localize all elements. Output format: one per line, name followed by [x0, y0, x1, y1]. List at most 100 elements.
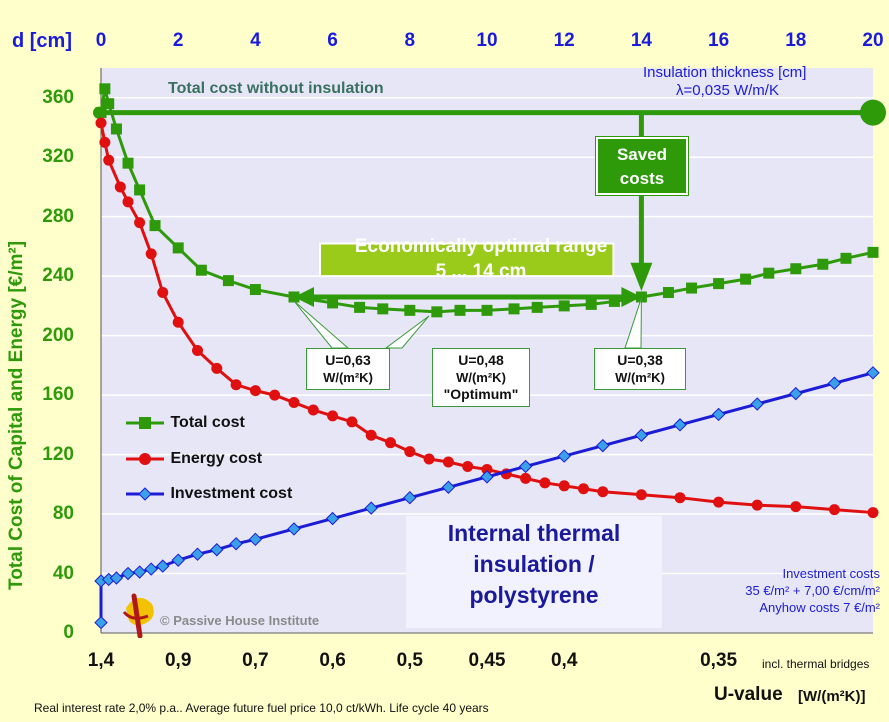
- total-cost-point: [195, 264, 207, 276]
- total-cost-point: [110, 123, 122, 135]
- legend-item-investment: Investment cost: [124, 485, 292, 503]
- total-cost-point: [840, 252, 852, 264]
- energy-cost-point: [192, 345, 203, 356]
- investment-cost-point: [156, 559, 170, 573]
- energy-cost-point: [288, 397, 300, 409]
- legend-label-energy: Energy cost: [170, 450, 263, 468]
- energy-cost-point: [249, 385, 261, 397]
- energy-cost-point: [520, 472, 532, 484]
- investment-cost-point: [789, 386, 803, 401]
- saved-costs-box: Saved costs: [596, 137, 688, 195]
- energy-cost-point: [122, 196, 134, 208]
- insulation-type-label: Internal thermal insulation / polystyren…: [406, 516, 662, 628]
- energy-cost-point: [346, 416, 358, 428]
- top-tick-label: 12: [553, 30, 575, 51]
- total-cost-point: [558, 300, 570, 312]
- y-tick-label: 320: [42, 146, 74, 168]
- investment-cost-point: [121, 566, 135, 581]
- u-tick-label: 0,7: [242, 650, 269, 671]
- y-tick-label: 40: [52, 562, 74, 584]
- y-tick-label: 0: [63, 622, 74, 643]
- investment-cost-point: [518, 459, 533, 474]
- callout-u038: U=0,38 W/(m²K): [594, 348, 686, 390]
- energy-cost-point: [145, 248, 157, 260]
- total-cost-point: [763, 267, 775, 279]
- investment-cost-point: [634, 428, 649, 442]
- no-insulation-label: Total cost without insulation: [168, 80, 384, 97]
- thermal-bridges-note: incl. thermal bridges: [762, 657, 870, 671]
- top-tick-label: 6: [327, 30, 338, 51]
- insulation-thickness-label: Insulation thickness [cm]: [643, 64, 807, 81]
- investment-note: Investment costs 35 €/m² + 7,00 €/cm/m² …: [745, 566, 880, 615]
- energy-cost-point: [307, 404, 319, 416]
- callout-u063: U=0,63 W/(m²K): [306, 348, 390, 390]
- top-tick-label: 14: [630, 30, 652, 51]
- top-tick-label: 16: [708, 30, 730, 51]
- optimal-range-arrow-left: [294, 286, 314, 307]
- optimal-range-text: Economically optimal range 5 ... 14 cm: [296, 234, 666, 284]
- top-axis-label: d [cm]: [12, 30, 72, 52]
- u-tick-label: 0,4: [550, 650, 578, 671]
- investment-cost-point: [596, 438, 610, 453]
- total-cost-point: [481, 304, 493, 316]
- investment-cost-point: [248, 532, 263, 547]
- total-cost-point: [686, 282, 698, 294]
- u-tick-label: 0,6: [319, 650, 346, 671]
- total-cost-point: [134, 184, 146, 196]
- investment-cost-point: [441, 480, 456, 494]
- total-cost-point: [103, 98, 115, 110]
- legend-item-total: Total cost: [124, 414, 245, 432]
- investment-cost-point: [171, 553, 185, 567]
- total-cost-point: [122, 157, 134, 169]
- footnote: Real interest rate 2,0% p.a.. Average fu…: [34, 701, 489, 715]
- callout-unit: W/(m²K): [456, 370, 506, 385]
- phi-logo-icon: [122, 593, 154, 638]
- callout-u048: U=0,48 W/(m²K) "Optimum": [432, 348, 530, 407]
- u-axis-unit: [W/(m²K)]: [798, 688, 866, 705]
- energy-cost-point: [327, 410, 339, 422]
- top-tick-label: 2: [172, 30, 184, 51]
- energy-cost-point: [539, 477, 551, 489]
- optimal-range-banner-border: [319, 242, 615, 278]
- legend-label-investment: Investment cost: [170, 485, 293, 503]
- copyright: © Passive House Institute: [160, 613, 320, 628]
- investment-cost-point: [210, 543, 224, 557]
- energy-cost-point: [404, 446, 416, 458]
- energy-cost-point: [172, 316, 184, 328]
- total-cost-point: [454, 304, 466, 316]
- optimal-range-arrow-right: [621, 286, 642, 307]
- total-cost-point: [508, 303, 520, 315]
- lambda-label: λ=0,035 W/m/K: [676, 82, 779, 99]
- energy-cost-point: [751, 499, 763, 511]
- callout-value: U=0,38: [617, 352, 663, 368]
- saved-costs-arrow-head: [630, 262, 653, 292]
- investment-cost-point: [109, 571, 124, 585]
- total-cost-point: [404, 304, 416, 316]
- energy-cost-point: [828, 504, 840, 516]
- total-cost-point: [662, 287, 674, 299]
- energy-cost-point: [790, 501, 802, 513]
- energy-cost-point: [269, 389, 281, 401]
- investment-cost-point: [229, 537, 243, 551]
- total-cost-point: [431, 306, 443, 318]
- energy-cost-point: [157, 287, 169, 299]
- investment-cost-point: [480, 470, 494, 484]
- callout-pointer: [384, 315, 430, 349]
- u-axis-label: U-value: [714, 684, 783, 705]
- y-axis-label: Total Cost of Capital and Energy [€/m²]: [6, 240, 27, 590]
- energy-cost-point: [635, 489, 647, 501]
- total-cost-point: [817, 258, 829, 270]
- callout-value: U=0,48: [458, 352, 504, 368]
- investment-cost-point: [287, 522, 301, 536]
- energy-cost-point: [442, 456, 454, 468]
- total-cost-point: [99, 83, 111, 95]
- investment-cost-point: [364, 501, 378, 515]
- total-cost-point: [222, 275, 234, 287]
- investment-cost-point: [827, 376, 842, 390]
- investment-cost-point: [132, 565, 147, 579]
- top-tick-label: 18: [785, 30, 807, 51]
- investment-cost-point: [711, 407, 726, 422]
- total-cost-point: [740, 273, 752, 285]
- y-tick-label: 360: [42, 86, 74, 108]
